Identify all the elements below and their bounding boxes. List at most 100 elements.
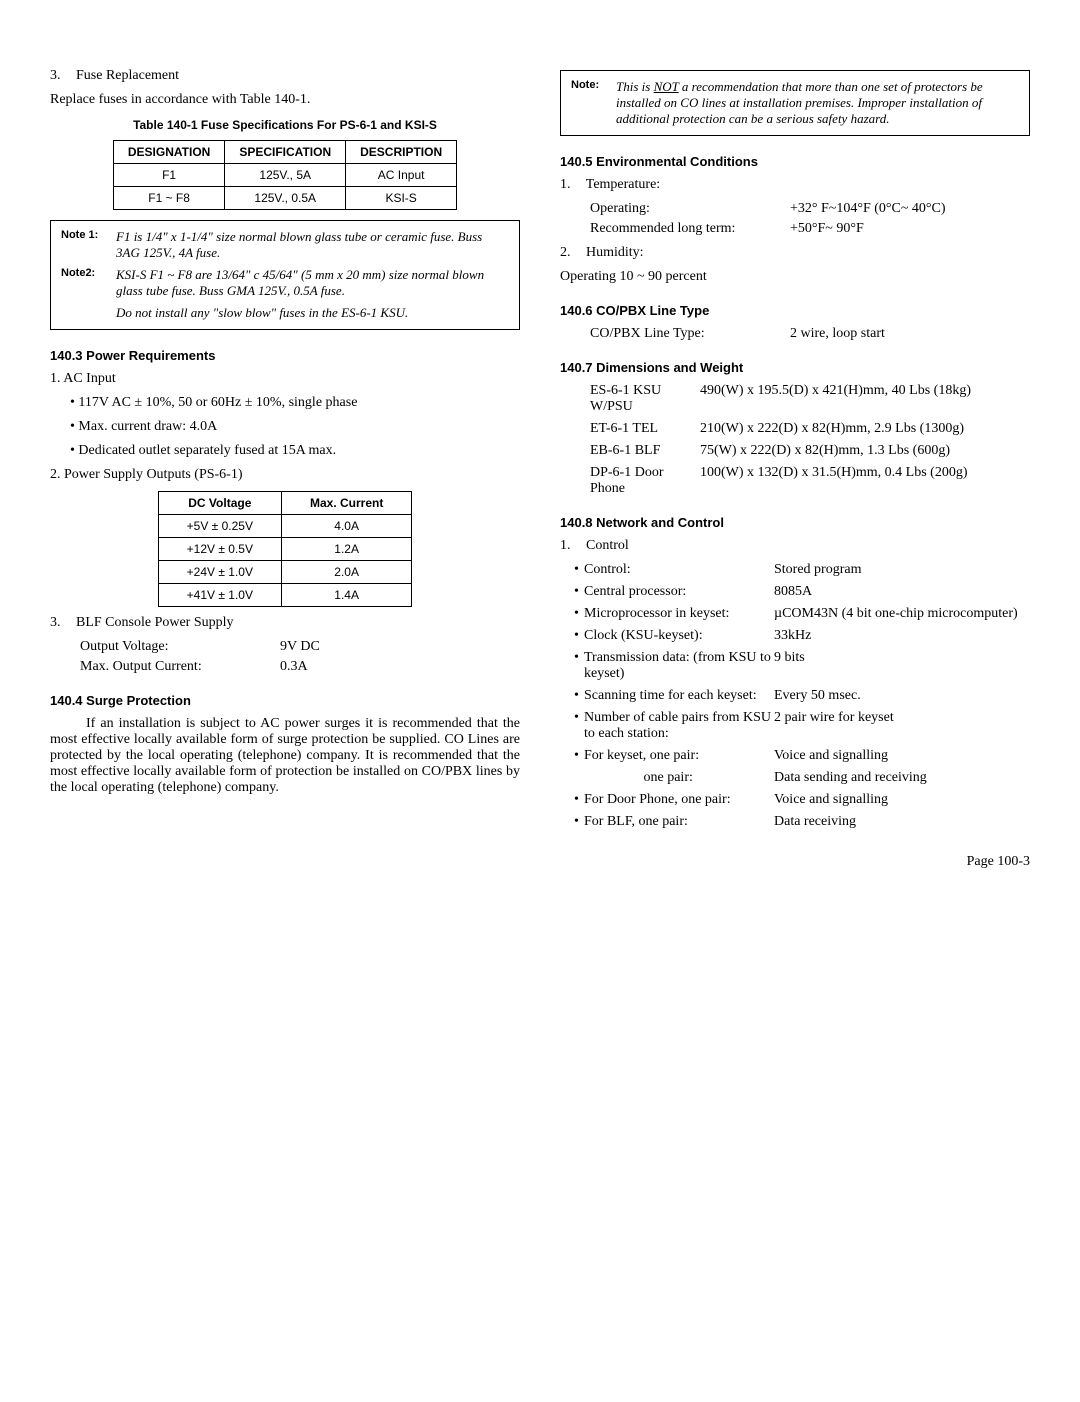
note-box-1: Note 1: F1 is 1/4" x 1-1/4" size normal … — [50, 220, 520, 330]
v: 100(W) x 132(D) x 31.5(H)mm, 0.4 Lbs (20… — [700, 465, 1030, 497]
k: For keyset, one pair: — [584, 748, 774, 764]
copbx-kv: CO/PBX Line Type:2 wire, loop start — [590, 326, 1030, 342]
k: Clock (KSU-keyset): — [584, 628, 774, 644]
sec-140-7-head: 140.7 Dimensions and Weight — [560, 360, 1030, 375]
page-number: Page 100-3 — [560, 854, 1030, 870]
k: Control: — [584, 562, 774, 578]
right-column: Note: This is NOT a recommendation that … — [560, 60, 1030, 870]
td: 2.0A — [281, 561, 411, 584]
li-text: Dedicated outlet separately fused at 15A… — [78, 443, 336, 458]
table1-caption: Table 140-1 Fuse Specifications For PS-6… — [50, 118, 520, 132]
v: 2 pair wire for keyset — [774, 710, 1030, 742]
ps-head: 2. Power Supply Outputs (PS-6-1) — [50, 467, 520, 483]
k: Number of cable pairs from KSU to each s… — [584, 710, 774, 742]
v: Data receiving — [774, 814, 1030, 830]
env-row: 1. Temperature: — [560, 177, 1030, 193]
sec-140-4-head: 140.4 Surge Protection — [50, 693, 520, 708]
td: F1 ~ F8 — [113, 187, 224, 210]
td: 125V., 5A — [225, 164, 346, 187]
ctrl-kv: •For keyset, one pair:Voice and signalli… — [574, 748, 1030, 764]
k: Operating: — [590, 201, 790, 217]
dim-row: ES-6-1 KSU W/PSU490(W) x 195.5(D) x 421(… — [590, 383, 1030, 415]
hum-title: Humidity: — [586, 245, 644, 260]
table-row: DESIGNATION SPECIFICATION DESCRIPTION — [113, 141, 456, 164]
list-item: • 117V AC ± 10%, 50 or 60Hz ± 10%, singl… — [70, 395, 520, 411]
v: Stored program — [774, 562, 1030, 578]
li-text: 117V AC ± 10%, 50 or 60Hz ± 10%, single … — [78, 395, 357, 410]
v: 8085A — [774, 584, 1030, 600]
env-kv: Operating:+32° F~104°F (0°C~ 40°C) — [590, 201, 1030, 217]
note1-text: F1 is 1/4" x 1-1/4" size normal blown gl… — [116, 229, 509, 261]
k: For Door Phone, one pair: — [584, 792, 774, 808]
ctrl-kv: •Microprocessor in keyset:µCOM43N (4 bit… — [574, 606, 1030, 622]
k: Max. Output Current: — [80, 659, 280, 675]
table-row: +24V ± 1.0V2.0A — [158, 561, 412, 584]
v: 0.3A — [280, 659, 520, 675]
ctrl-kv: •For Door Phone, one pair:Voice and sign… — [574, 792, 1030, 808]
v: 33kHz — [774, 628, 1030, 644]
left-column: 3. Fuse Replacement Replace fuses in acc… — [50, 60, 520, 870]
td: F1 — [113, 164, 224, 187]
td: +5V ± 0.25V — [158, 515, 281, 538]
v: Every 50 msec. — [774, 688, 1030, 704]
th: DC Voltage — [158, 492, 281, 515]
ctrl-kv: •Scanning time for each keyset:Every 50 … — [574, 688, 1030, 704]
table-row: DC Voltage Max. Current — [158, 492, 412, 515]
k: one pair: — [584, 770, 774, 786]
td: 1.2A — [281, 538, 411, 561]
page-columns: 3. Fuse Replacement Replace fuses in acc… — [50, 60, 1030, 870]
env-num: 1. — [560, 177, 571, 193]
env-kv: Recommended long term:+50°F~ 90°F — [590, 221, 1030, 237]
dim-row: ET-6-1 TEL210(W) x 222(D) x 82(H)mm, 2.9… — [590, 421, 1030, 437]
ac-input-head: 1. AC Input — [50, 371, 520, 387]
ctrl-num: 1. — [560, 538, 571, 554]
sec-140-8-head: 140.8 Network and Control — [560, 515, 1030, 530]
sec3-row: 3. Fuse Replacement — [50, 68, 520, 84]
note2-label: Note2: — [61, 267, 116, 299]
k: ES-6-1 KSU W/PSU — [590, 383, 700, 415]
sec3-number: 3. — [50, 68, 61, 84]
table-row: +5V ± 0.25V4.0A — [158, 515, 412, 538]
env-title: Temperature: — [586, 177, 660, 192]
note1-label: Note 1: — [61, 229, 116, 261]
td: AC Input — [346, 164, 457, 187]
k: Output Voltage: — [80, 639, 280, 655]
th-designation: DESIGNATION — [113, 141, 224, 164]
note-row: Note: This is NOT a recommendation that … — [571, 79, 1019, 127]
td: +41V ± 1.0V — [158, 584, 281, 607]
ctrl-kv: •Central processor:8085A — [574, 584, 1030, 600]
list-item: • Max. current draw: 4.0A — [70, 419, 520, 435]
td: 4.0A — [281, 515, 411, 538]
note-text: This is NOT a recommendation that more t… — [616, 79, 1019, 127]
ctrl-kv: •Control:Stored program — [574, 562, 1030, 578]
ctrl-kv: •For BLF, one pair:Data receiving — [574, 814, 1030, 830]
ctrl-row: 1. Control — [560, 538, 1030, 554]
sec3-title: Fuse Replacement — [76, 68, 179, 83]
ctrl-title: Control — [586, 538, 629, 553]
v: 210(W) x 222(D) x 82(H)mm, 2.9 Lbs (1300… — [700, 421, 1030, 437]
bullet-icon: • — [574, 710, 584, 742]
note2-text: KSI-S F1 ~ F8 are 13/64" c 45/64" (5 mm … — [116, 267, 509, 299]
table-fuse-spec: DESIGNATION SPECIFICATION DESCRIPTION F1… — [113, 140, 457, 210]
td: +12V ± 0.5V — [158, 538, 281, 561]
ctrl-kv: •Transmission data: (from KSU to keyset)… — [574, 650, 1030, 682]
blf-head: BLF Console Power Supply — [76, 615, 234, 630]
k: ET-6-1 TEL — [590, 421, 700, 437]
k: Transmission data: (from KSU to keyset) — [584, 650, 774, 682]
note2-row: Note2: KSI-S F1 ~ F8 are 13/64" c 45/64"… — [61, 267, 509, 299]
td: KSI-S — [346, 187, 457, 210]
ctrl-kv: one pair:Data sending and receiving — [574, 770, 1030, 786]
ctrl-kv: •Clock (KSU-keyset):33kHz — [574, 628, 1030, 644]
table-row: +41V ± 1.0V1.4A — [158, 584, 412, 607]
blf-head-row: 3. BLF Console Power Supply — [50, 615, 520, 631]
blf-row: Max. Output Current:0.3A — [80, 659, 520, 675]
k: CO/PBX Line Type: — [590, 326, 790, 342]
li-text: Max. current draw: 4.0A — [78, 419, 217, 434]
bullet-icon: • — [574, 748, 584, 764]
td: +24V ± 1.0V — [158, 561, 281, 584]
sec-140-6-head: 140.6 CO/PBX Line Type — [560, 303, 1030, 318]
note3-text: Do not install any "slow blow" fuses in … — [116, 305, 509, 321]
note1-row: Note 1: F1 is 1/4" x 1-1/4" size normal … — [61, 229, 509, 261]
note-box-2: Note: This is NOT a recommendation that … — [560, 70, 1030, 136]
note-pre: This is — [616, 79, 654, 94]
